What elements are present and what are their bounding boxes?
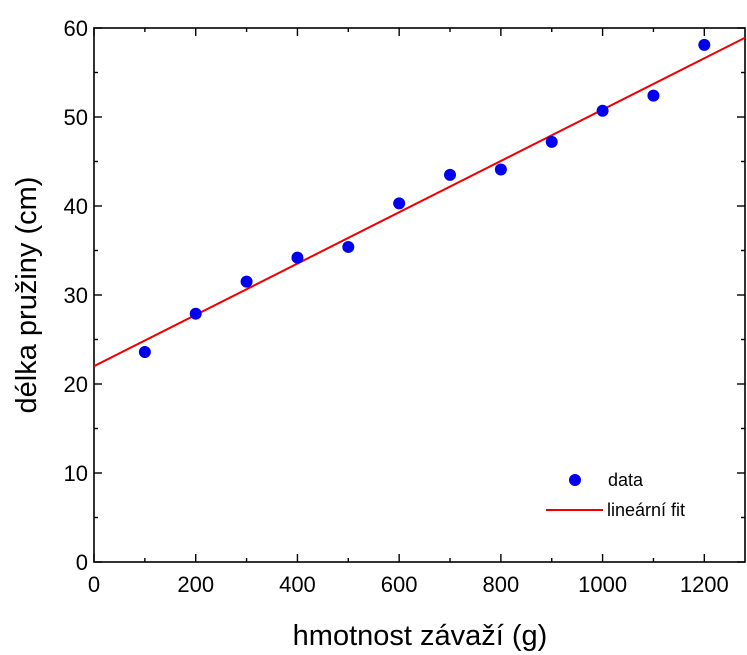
y-tick-label: 60 — [64, 16, 88, 41]
axis-ticks — [93, 27, 745, 563]
data-point — [494, 163, 507, 176]
x-tick-label: 1200 — [680, 572, 729, 597]
data-point — [342, 240, 355, 253]
legend: data lineární fit — [546, 470, 685, 520]
x-tick-label: 800 — [483, 572, 520, 597]
x-tick-label: 400 — [279, 572, 316, 597]
fit-line — [93, 36, 746, 368]
y-tick-label: 10 — [64, 461, 88, 486]
legend-label-fit: lineární fit — [607, 500, 685, 520]
data-point — [545, 135, 558, 148]
legend-label-data: data — [608, 470, 644, 490]
x-tick-label: 0 — [88, 572, 100, 597]
data-point — [189, 307, 202, 320]
data-point — [444, 168, 457, 181]
y-axis-title: délka pružiny (cm) — [11, 177, 43, 414]
plot-area-border — [93, 27, 746, 563]
data-point — [647, 89, 660, 102]
axis-tick-labels: 0 200 400 600 800 1000 1200 0 10 20 30 40 50 60 — [64, 16, 729, 597]
x-tick-label: 1000 — [578, 572, 627, 597]
y-tick-label: 50 — [64, 105, 88, 130]
x-tick-label: 600 — [381, 572, 418, 597]
y-tick-label: 30 — [64, 283, 88, 308]
y-tick-label: 40 — [64, 194, 88, 219]
plot-frame — [93, 27, 746, 563]
data-point — [698, 38, 711, 51]
data-point — [240, 275, 253, 288]
series-layer — [93, 36, 746, 368]
data-point — [393, 197, 406, 210]
x-tick-label: 200 — [177, 572, 214, 597]
data-point — [138, 345, 151, 358]
x-axis-title: hmotnost závaží (g) — [293, 620, 548, 652]
y-tick-label: 20 — [64, 372, 88, 397]
data-point — [291, 251, 304, 264]
y-tick-label: 0 — [76, 550, 88, 575]
legend-marker-data — [569, 474, 581, 486]
data-point — [596, 104, 609, 117]
